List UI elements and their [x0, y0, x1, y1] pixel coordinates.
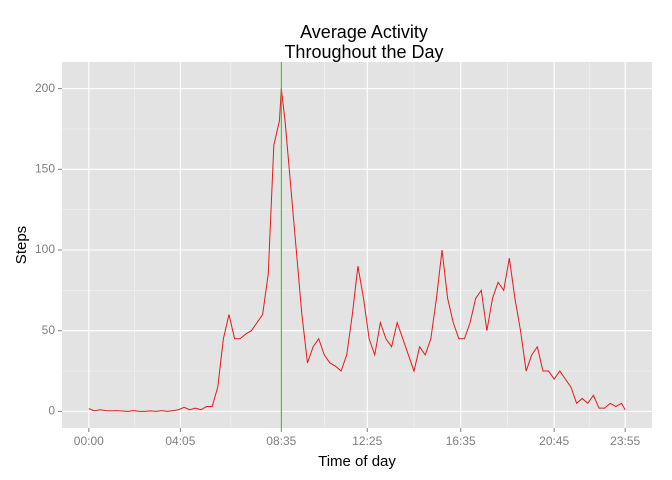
- x-axis-title: Time of day: [318, 453, 396, 470]
- x-tick-label: 12:25: [352, 434, 382, 448]
- x-tick-label: 16:35: [446, 434, 476, 448]
- chart-title: Average Activity: [300, 22, 428, 42]
- x-tick-label: 04:05: [165, 434, 195, 448]
- y-tick-label: 50: [42, 323, 56, 337]
- x-tick-label: 23:55: [610, 434, 640, 448]
- y-axis-title: Steps: [13, 226, 30, 264]
- y-tick-label: 150: [35, 161, 55, 175]
- y-tick-label: 0: [48, 404, 55, 418]
- x-tick-label: 20:45: [539, 434, 569, 448]
- x-tick-label: 08:35: [266, 434, 296, 448]
- y-tick-label: 100: [35, 242, 55, 256]
- panel: [62, 62, 652, 428]
- line-series: [88, 88, 626, 412]
- chart-title: Throughout the Day: [284, 42, 443, 62]
- x-tick-label: 00:00: [74, 434, 104, 448]
- y-tick-label: 200: [35, 81, 55, 95]
